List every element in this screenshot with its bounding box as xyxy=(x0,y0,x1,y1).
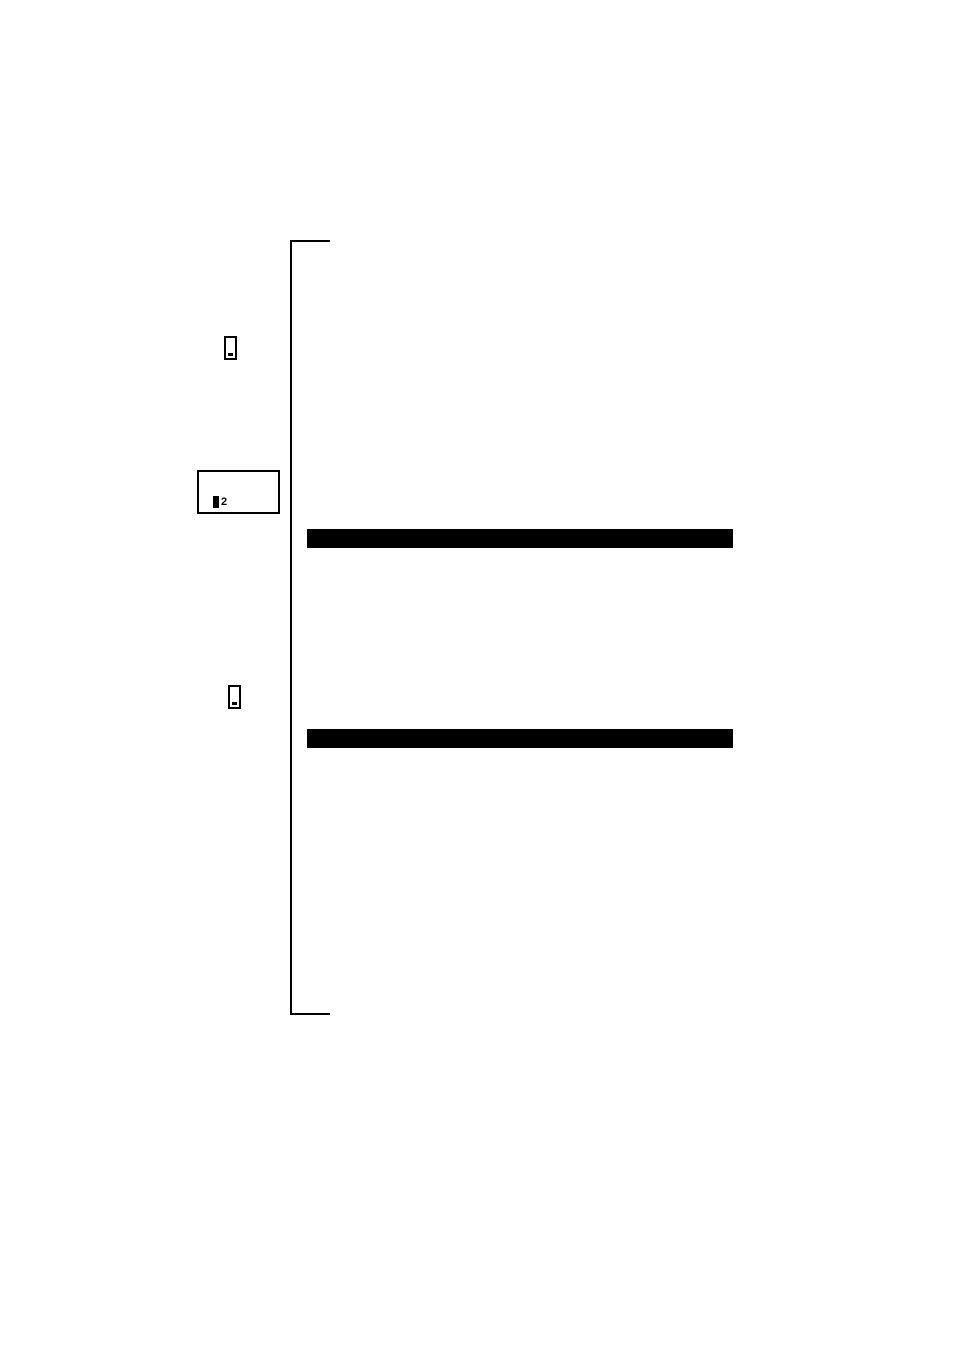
left-bracket xyxy=(290,240,330,1015)
black-bar-1 xyxy=(307,529,733,548)
indicator-icon-2 xyxy=(228,685,241,709)
indicator-icon-1 xyxy=(224,336,237,360)
black-bar-2 xyxy=(307,729,733,748)
box-marker xyxy=(213,496,219,508)
box-label-text: 2 xyxy=(221,496,227,508)
label-box: 2 xyxy=(197,470,280,514)
